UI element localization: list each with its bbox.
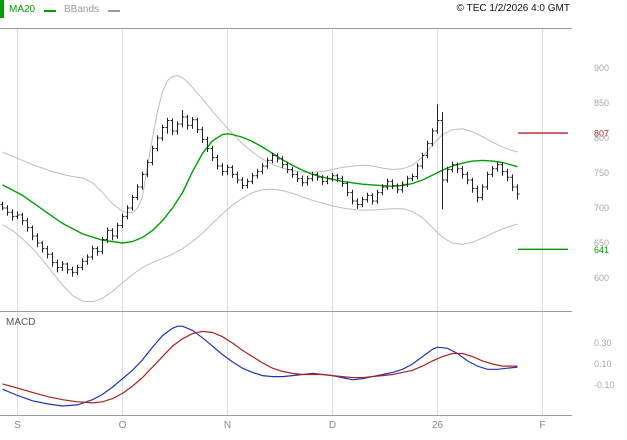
price-tick-label: 900 (594, 63, 609, 73)
x-axis-label: F (539, 420, 545, 431)
price-tick-label: 650 (594, 238, 609, 248)
x-axis-label: O (119, 420, 127, 431)
candlestick-series (0, 104, 520, 277)
macd-signal-line (2, 330, 518, 404)
macd-panel-label: MACD (6, 317, 36, 328)
bollinger-upper-line (2, 75, 518, 214)
x-axis-label: N (224, 420, 231, 431)
chart-header: MA20 BBands © TEC 1/2/2026 4:0 GMT (0, 0, 627, 28)
copyright-text: © TEC 1/2/2026 4:0 GMT (456, 3, 570, 14)
macd-tick-label: -0.10 (594, 380, 615, 390)
resistance-level-label: 807 (594, 129, 609, 139)
ma20-line-swatch (44, 10, 56, 12)
bbands-line-swatch (108, 10, 120, 12)
ma20-legend-label: MA20 (9, 4, 36, 15)
ma20-line (2, 133, 518, 244)
price-tick-label: 850 (594, 98, 609, 108)
price-tick-label: 750 (594, 168, 609, 178)
price-tick-label: 700 (594, 203, 609, 213)
bollinger-lower-line (2, 188, 518, 303)
macd-tick-label: 0.30 (594, 338, 612, 348)
x-axis-label: 26 (432, 420, 444, 431)
x-axis-label: D (329, 420, 336, 431)
x-axis-label: S (14, 420, 21, 431)
macd-tick-label: 0.10 (594, 359, 612, 369)
price-tick-label: 800 (594, 133, 609, 143)
bbands-legend-label: BBands (64, 4, 100, 15)
support-level-label: 641 (594, 245, 609, 255)
series-color-tab (0, 0, 4, 18)
price-tick-label: 600 (594, 273, 609, 283)
macd-line (2, 325, 518, 407)
